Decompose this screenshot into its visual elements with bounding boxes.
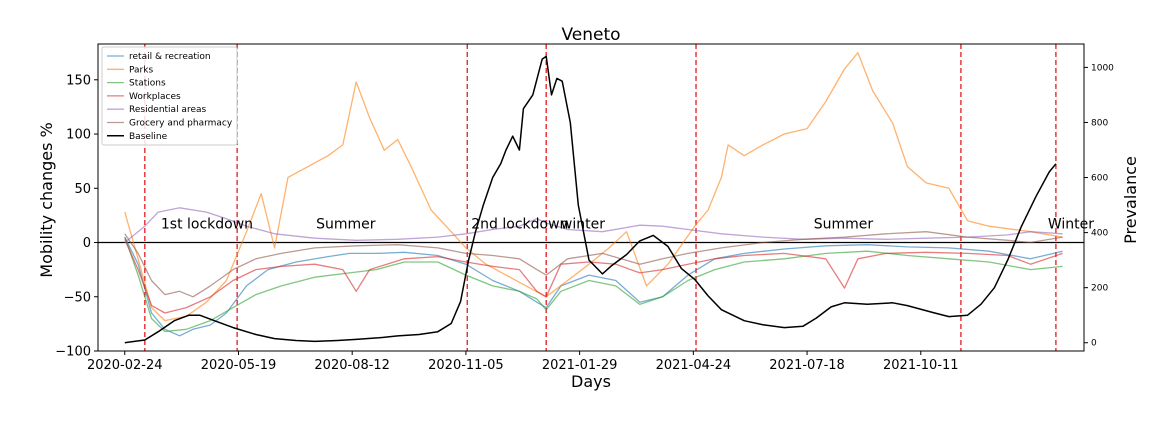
y-tick-label: 50: [74, 182, 91, 197]
x-tick-label: 2020-02-24: [87, 358, 163, 373]
period-label: Summer: [814, 216, 874, 232]
y2-tick-label: 0: [1091, 339, 1097, 349]
period-label: winter: [561, 216, 605, 232]
y2-tick-label: 800: [1091, 118, 1108, 128]
y-tick-label: 100: [66, 128, 91, 143]
x-axis-label: Days: [571, 372, 611, 391]
y-tick-label: 0: [83, 236, 91, 251]
y2-tick-label: 200: [1091, 284, 1108, 294]
series-line-workplaces: [124, 239, 1063, 314]
series-line-grocery: [124, 231, 1063, 298]
series-line-baseline: [124, 55, 1057, 344]
legend-label-stations: Stations: [129, 79, 166, 89]
y2-tick-label: 1000: [1091, 63, 1114, 73]
legend-box: [101, 46, 238, 146]
x-tick-label: 2021-07-18: [769, 358, 845, 373]
x-tick-label: 2021-04-24: [656, 358, 732, 373]
period-label: Summer: [316, 216, 376, 232]
plot-frame: [97, 43, 1085, 352]
legend: retail & recreation Parks Stations Workplac…: [101, 46, 238, 146]
chart-title: Veneto: [561, 25, 620, 45]
series-line-stations: [124, 236, 1063, 333]
x-tick-label: 2020-11-05: [428, 358, 504, 373]
legend-label-parks: Parks: [129, 65, 153, 75]
legend-label-grocery: Grocery and pharmacy: [129, 119, 233, 129]
series-line-residential: [124, 207, 1063, 244]
period-label: Winter: [1048, 216, 1094, 232]
x-tick-label: 2020-05-19: [201, 358, 277, 373]
y2-tick-label: 400: [1091, 229, 1108, 239]
y-tick-label: 150: [66, 73, 91, 88]
period-label: 2nd lockdown: [471, 216, 568, 232]
y2-tick-label: 600: [1091, 174, 1108, 184]
legend-label-retail: retail & recreation: [129, 52, 211, 62]
legend-label-workplaces: Workplaces: [129, 92, 181, 102]
y2-axis-label: Prevalance: [1121, 156, 1140, 244]
series-line-parks: [124, 52, 1063, 322]
y-tick-label: −50: [64, 290, 91, 305]
x-tick-label: 2021-10-11: [883, 358, 959, 373]
y-tick-label: −100: [55, 345, 91, 360]
x-tick-label: 2021-01-29: [542, 358, 618, 373]
period-label: 1st lockdown: [161, 216, 253, 232]
x-tick-label: 2020-08-12: [314, 358, 390, 373]
legend-label-residential: Residential areas: [129, 105, 207, 115]
legend-label-baseline: Baseline: [129, 132, 168, 142]
y-axis-label: Mobility changes %: [37, 122, 56, 277]
